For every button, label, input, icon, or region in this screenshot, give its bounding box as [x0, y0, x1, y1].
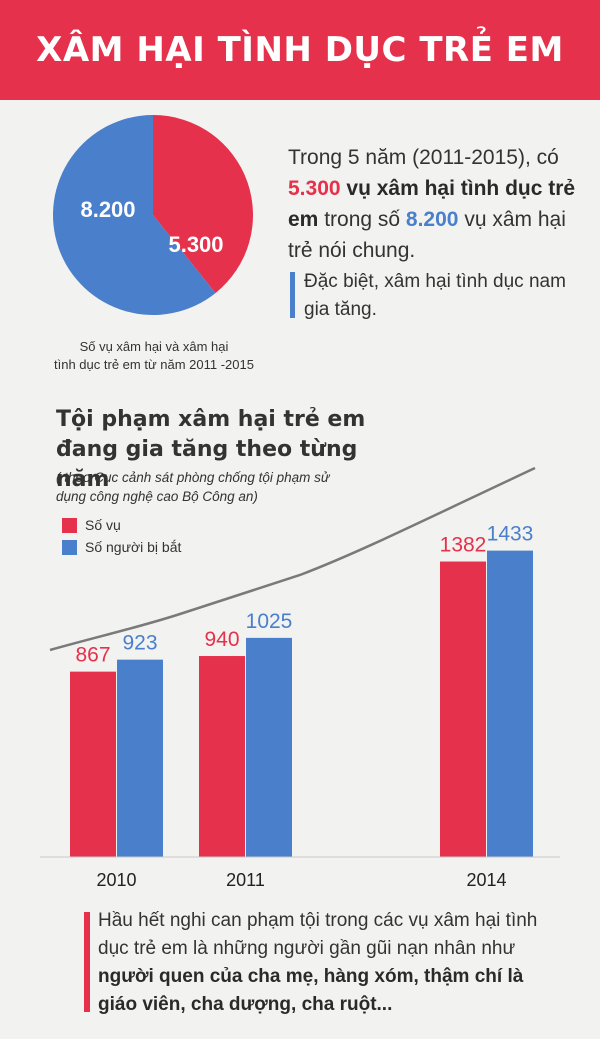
intro-text-1: Trong 5 năm (2011-2015), có: [288, 146, 559, 169]
data-label-2011-cases: 940: [204, 628, 239, 651]
pie-slice-1: [53, 115, 216, 315]
pie-caption: Số vụ xâm hại và xâm hại tình dục trẻ em…: [40, 338, 268, 374]
bar-2014-cases: [440, 561, 486, 857]
x-tick-label-2010: 2010: [96, 870, 136, 890]
pie-label-1: 8.200: [80, 197, 135, 222]
page-title: XÂM HẠI TÌNH DỤC TRẺ EM: [36, 30, 564, 70]
data-label-2010-arrested: 923: [122, 632, 157, 655]
pie-chart: 5.300 8.200: [53, 115, 253, 315]
intro-text-2: trong số: [318, 208, 406, 231]
intro-paragraph: Trong 5 năm (2011-2015), có 5.300 vụ xâm…: [288, 142, 588, 266]
pie-slice-0: [153, 115, 253, 294]
intro-highlight-cases: 5.300: [288, 177, 341, 200]
legend-label-arrested: Số người bị bắt: [85, 539, 182, 555]
legend-item-arrested: Số người bị bắt: [62, 539, 181, 555]
title-banner: XÂM HẠI TÌNH DỤC TRẺ EM: [0, 0, 600, 100]
pie-caption-line-2: tình dục trẻ em từ năm 2011 -2015: [54, 357, 254, 372]
bottom-bold-text: người quen của cha mẹ, hàng xóm, thậm ch…: [98, 966, 524, 1015]
bar-chart: 867 923 2010 940 1025 2011 1382 1433 2014: [40, 466, 560, 890]
intro-highlight-total: 8.200: [405, 208, 459, 231]
bar-2010-cases: [70, 671, 116, 857]
note-text: Đặc biệt, xâm hại tình dục nam gia tăng.: [304, 271, 566, 320]
intro-bold-phrase: vụ xâm hại tình dục trẻ em: [288, 177, 576, 231]
data-label-2011-arrested: 1025: [246, 610, 293, 633]
chart-title: Tội phạm xâm hại trẻ em đang gia tăng th…: [56, 407, 366, 492]
legend-item-cases: Số vụ: [62, 517, 121, 533]
bar-2011-cases: [199, 656, 245, 857]
pie-label-0: 5.300: [168, 232, 223, 257]
x-tick-label-2011: 2011: [226, 870, 265, 890]
note-accent-bar: [290, 272, 295, 318]
legend-swatch-arrested: [62, 539, 77, 555]
legend-swatch-cases: [62, 517, 77, 533]
bottom-paragraph: Hầu hết nghi can phạm tội trong các vụ x…: [98, 907, 538, 1019]
x-tick-label-2014: 2014: [466, 870, 506, 890]
data-label-2014-cases: 1382: [440, 534, 487, 557]
trend-line: [49, 466, 536, 652]
intro-text-3: vụ xâm hại trẻ nói chung.: [288, 208, 566, 262]
data-label-2014-arrested: 1433: [487, 523, 534, 546]
bottom-accent-bar: [84, 912, 90, 1012]
bar-2010-arrested: [117, 659, 163, 857]
bottom-text: Hầu hết nghi can phạm tội trong các vụ x…: [98, 910, 538, 959]
bar-2011-arrested: [246, 637, 292, 857]
pie-caption-line-1: Số vụ xâm hại và xâm hại: [79, 339, 229, 354]
legend-label-cases: Số vụ: [85, 517, 121, 533]
bar-2014-arrested: [487, 550, 533, 857]
data-label-2010-cases: 867: [75, 644, 110, 667]
chart-source: ( theo Cục cảnh sát phòng chống tội phạm…: [56, 470, 330, 504]
